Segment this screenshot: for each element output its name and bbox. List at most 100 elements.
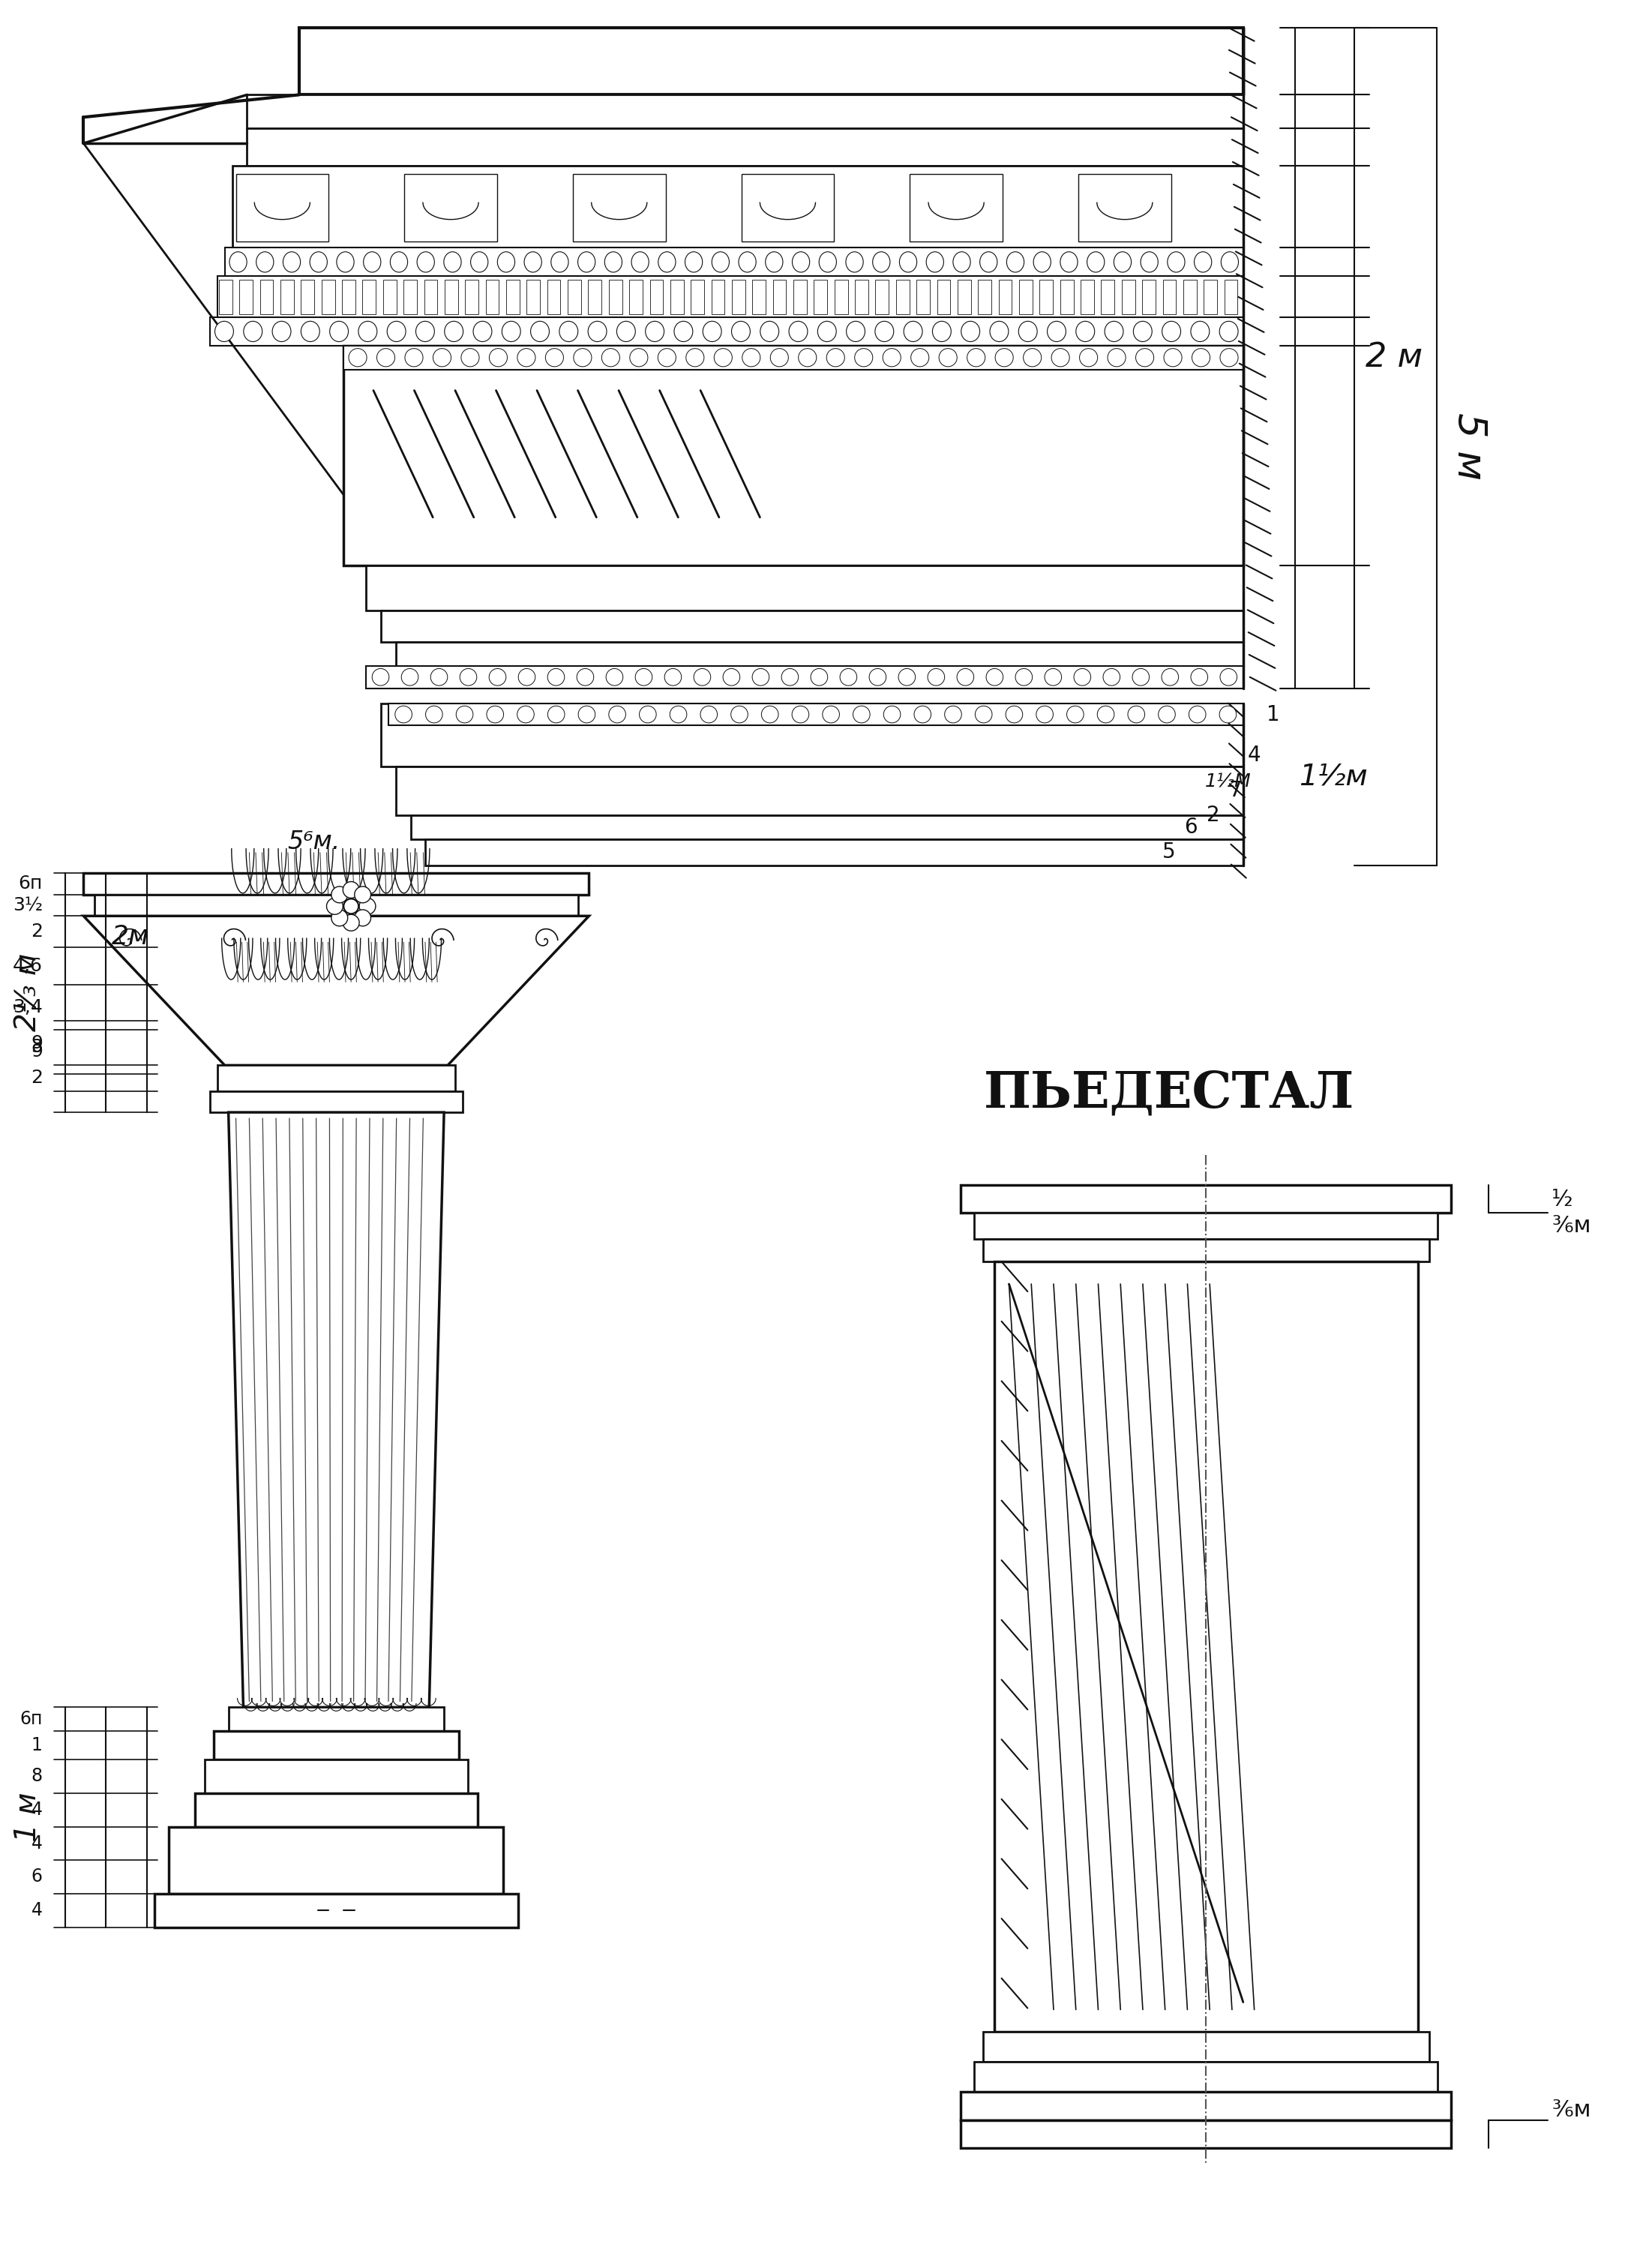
Circle shape [975, 706, 993, 722]
Text: 1½м: 1½м [1298, 763, 1368, 790]
Circle shape [547, 668, 565, 686]
Circle shape [914, 706, 932, 722]
Bar [233, 166, 1244, 248]
Circle shape [839, 668, 857, 686]
Bar [978, 279, 991, 315]
Circle shape [1074, 668, 1090, 686]
Circle shape [986, 668, 1003, 686]
Text: 2м: 2м [112, 925, 149, 950]
Bar [301, 279, 314, 315]
Circle shape [1051, 349, 1069, 367]
Circle shape [798, 349, 816, 367]
Circle shape [686, 349, 704, 367]
Circle shape [995, 349, 1013, 367]
Text: ³⁄₆м: ³⁄₆м [1551, 1215, 1591, 1238]
Ellipse shape [1161, 322, 1181, 342]
Bar [856, 279, 869, 315]
Circle shape [1023, 349, 1041, 367]
Circle shape [882, 349, 900, 367]
Circle shape [1107, 349, 1125, 367]
Circle shape [629, 349, 648, 367]
Bar [444, 279, 458, 315]
Bar [895, 279, 909, 315]
Bar [225, 248, 1244, 277]
Text: ¹⁄₂: ¹⁄₂ [1551, 1188, 1574, 1210]
Ellipse shape [273, 322, 291, 342]
Circle shape [639, 706, 656, 722]
Bar [1224, 279, 1237, 315]
Ellipse shape [530, 322, 548, 342]
Circle shape [928, 668, 945, 686]
Bar [1122, 279, 1135, 315]
Circle shape [1193, 349, 1209, 367]
Bar [983, 2032, 1429, 2061]
Circle shape [332, 909, 347, 927]
Bar [396, 767, 1244, 814]
Bar [299, 27, 1244, 94]
Circle shape [405, 349, 423, 367]
Ellipse shape [1219, 322, 1237, 342]
Bar [1163, 279, 1176, 315]
Bar [975, 2061, 1437, 2092]
Text: 5 м: 5 м [1450, 412, 1488, 479]
Circle shape [610, 706, 626, 722]
Ellipse shape [876, 322, 894, 342]
Text: 2: 2 [1208, 806, 1221, 826]
Circle shape [854, 349, 872, 367]
Circle shape [1128, 706, 1145, 722]
Text: ПЬЕДЕСТАЛ: ПЬЕДЕСТАЛ [983, 1069, 1355, 1118]
Circle shape [489, 668, 506, 686]
Circle shape [606, 668, 623, 686]
Circle shape [910, 349, 928, 367]
Ellipse shape [872, 252, 890, 272]
Circle shape [826, 349, 844, 367]
Bar [1142, 279, 1155, 315]
Ellipse shape [311, 252, 327, 272]
Bar [937, 279, 950, 315]
Ellipse shape [1047, 322, 1066, 342]
Bar [388, 704, 1244, 724]
Circle shape [431, 668, 448, 686]
Ellipse shape [1006, 252, 1024, 272]
Ellipse shape [927, 252, 943, 272]
Text: 6: 6 [31, 1868, 43, 1886]
Bar [210, 317, 1244, 346]
Circle shape [461, 349, 479, 367]
Circle shape [355, 886, 370, 902]
Bar [961, 2092, 1452, 2119]
Ellipse shape [846, 252, 864, 272]
Bar [568, 279, 582, 315]
Ellipse shape [899, 252, 917, 272]
Bar [344, 346, 1244, 369]
Ellipse shape [472, 322, 492, 342]
Bar [403, 279, 416, 315]
Bar [506, 279, 519, 315]
Bar [210, 1091, 463, 1112]
Bar [367, 666, 1244, 688]
Ellipse shape [732, 322, 750, 342]
Bar [573, 173, 666, 241]
Ellipse shape [560, 322, 578, 342]
Ellipse shape [215, 322, 233, 342]
Text: 1½М: 1½М [1204, 772, 1252, 790]
Circle shape [714, 349, 732, 367]
Bar [1102, 279, 1115, 315]
Bar [1079, 173, 1171, 241]
Circle shape [327, 898, 344, 914]
Circle shape [358, 898, 375, 914]
Ellipse shape [961, 322, 980, 342]
Ellipse shape [1034, 252, 1051, 272]
Bar [691, 279, 704, 315]
Bar [773, 279, 786, 315]
Text: 6: 6 [1184, 817, 1198, 837]
Bar [527, 279, 540, 315]
Polygon shape [84, 916, 590, 1064]
Text: 1 м: 1 м [13, 1791, 41, 1843]
Ellipse shape [230, 252, 246, 272]
Bar [588, 279, 601, 315]
Bar [649, 279, 662, 315]
Bar [876, 279, 889, 315]
Text: 5⁶м.: 5⁶м. [287, 830, 340, 855]
Circle shape [1163, 349, 1181, 367]
Ellipse shape [416, 322, 434, 342]
